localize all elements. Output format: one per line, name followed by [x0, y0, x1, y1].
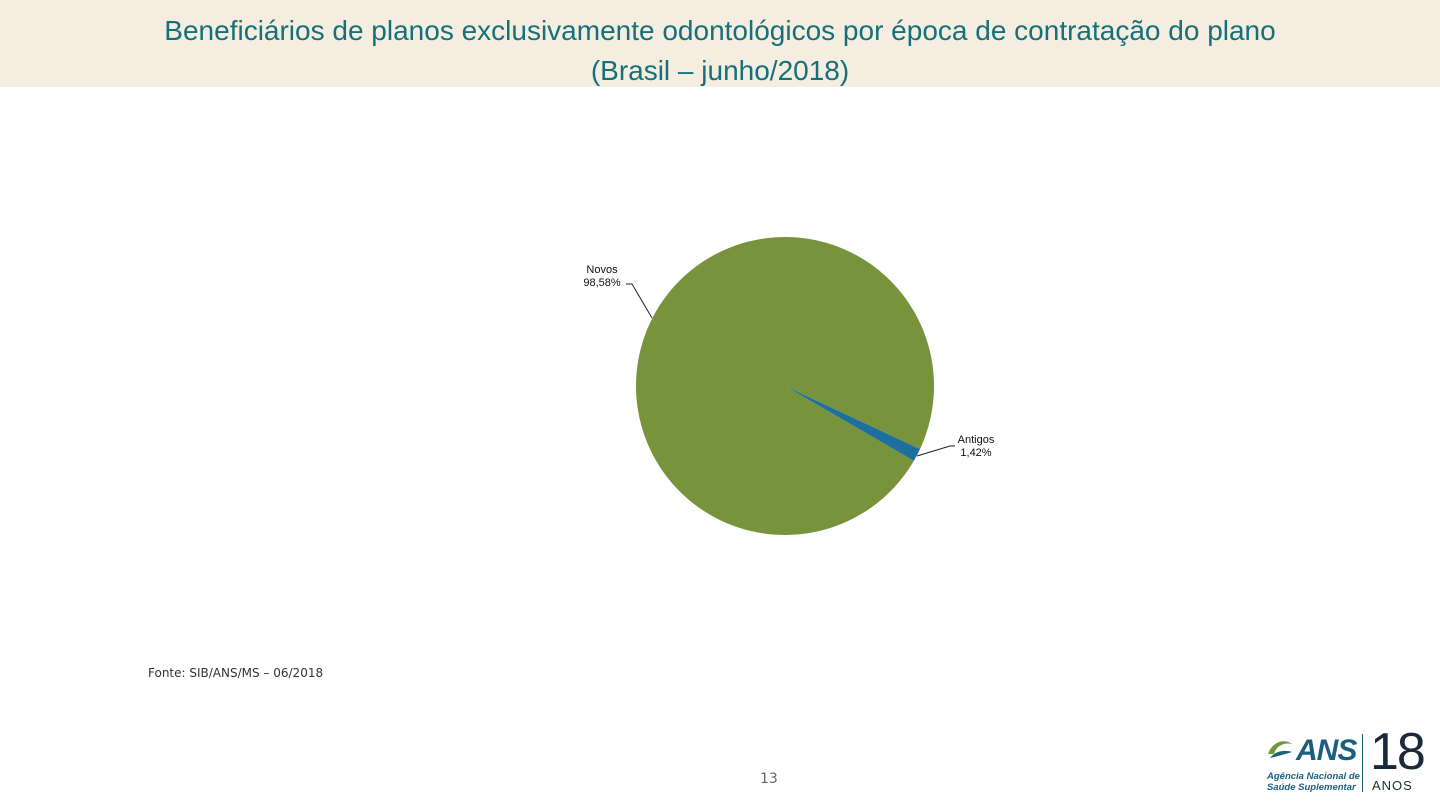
leader-line-antigos: [916, 445, 955, 457]
slice-label-novos: Novos: [586, 264, 618, 276]
ans-swirl-icon: [1268, 741, 1292, 758]
page-title: Beneficiários de planos exclusivamente o…: [0, 11, 1440, 91]
page-number: 13: [760, 771, 778, 787]
source-note: Fonte: SIB/ANS/MS – 06/2018: [148, 666, 324, 680]
leader-line-novos: [626, 283, 653, 319]
logo-divider: [1362, 734, 1363, 792]
pie-slice-antigos: [785, 386, 920, 461]
slice-value-antigos: 1,42%: [960, 447, 991, 459]
slice-label-antigos: Antigos: [958, 434, 995, 446]
ans-logo: ANS Agência Nacional de Saúde Suplementa…: [1262, 726, 1432, 794]
ans-logo-text: ANS: [1296, 734, 1357, 767]
page-title-line2: (Brasil – junho/2018): [590, 55, 850, 86]
slice-value-novos: 98,58%: [583, 277, 621, 289]
pie-slice-novos: [636, 236, 935, 535]
title-band: Beneficiários de planos exclusivamente o…: [0, 0, 1440, 87]
ans-logo-subtitle-line1: Agência Nacional de: [1267, 771, 1360, 782]
logo-years-label: ANOS: [1372, 778, 1413, 793]
pie-group: [636, 236, 935, 535]
page-title-line1: Beneficiários de planos exclusivamente o…: [164, 15, 1276, 46]
ans-logo-subtitle-line2: Saúde Suplementar: [1267, 782, 1356, 793]
logo-years: 18: [1370, 723, 1426, 781]
ans-logo-subtitle: Agência Nacional de Saúde Suplementar: [1267, 771, 1360, 793]
